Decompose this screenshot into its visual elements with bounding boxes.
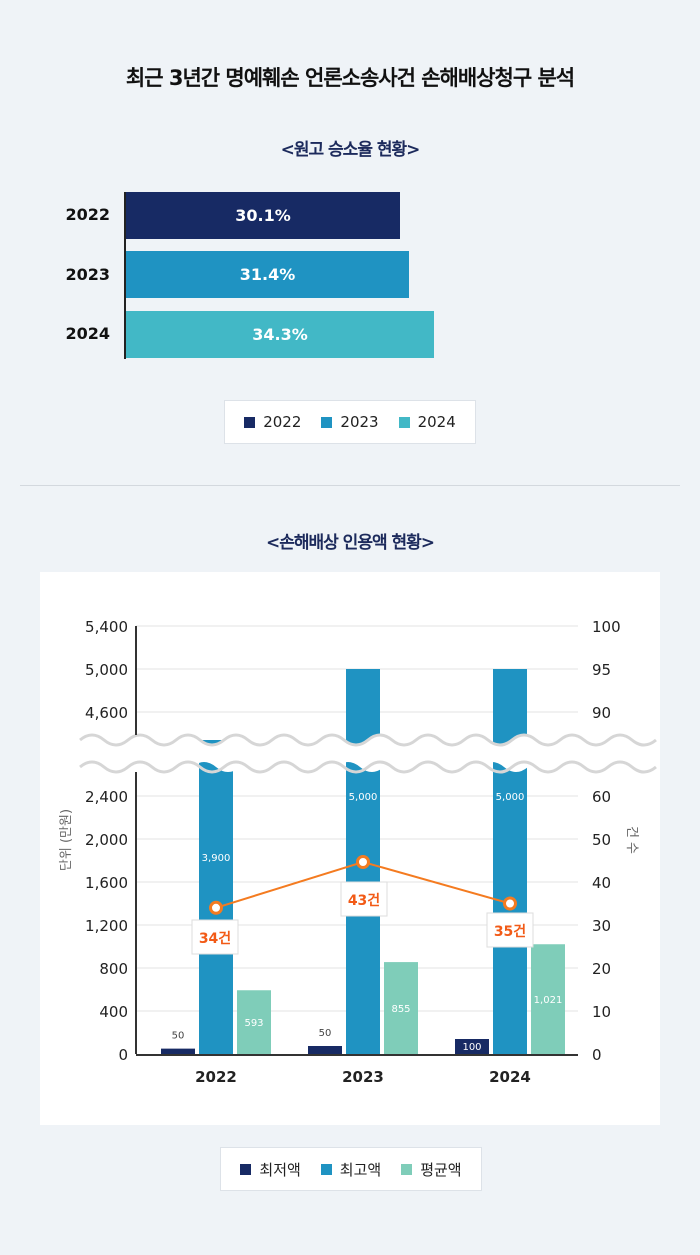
y2-tick-label: 40 — [592, 874, 611, 892]
damages-subtitle: <손해배상 인용액 현황> — [265, 533, 435, 553]
win-rate-subtitle: <원고 승소율 현황> — [280, 140, 421, 160]
x-tick-label: 2024 — [489, 1068, 531, 1086]
axis-break-wave — [79, 733, 657, 747]
count-point — [209, 900, 223, 915]
bar-value-label: 50 — [319, 1028, 332, 1039]
win-rate-axis — [124, 192, 126, 359]
bar-label: 30.1% — [235, 206, 291, 225]
y-tick-label: 400 — [99, 1003, 128, 1021]
bar-최저액 — [455, 1039, 489, 1054]
legend-label: 최고액 — [339, 1160, 382, 1179]
count-label: 34건 — [199, 930, 231, 947]
bar-value-label: 5,000 — [496, 792, 525, 803]
bar-value-label: 50 — [172, 1031, 185, 1042]
y-tick-label: 5,000 — [85, 661, 128, 679]
y2-tick-label: 100 — [592, 618, 621, 636]
win-rate-bar-2023: 31.4% — [126, 251, 409, 298]
y-tick-label: 0 — [118, 1046, 128, 1064]
y-tick-label: 1,200 — [85, 917, 128, 935]
bar-value-label: 5,000 — [349, 792, 378, 803]
legend-label: 2023 — [340, 413, 379, 431]
win-rate-bar-2024: 34.3% — [126, 311, 434, 358]
y-tick-label: 800 — [99, 960, 128, 978]
legend-swatch — [240, 1163, 252, 1175]
legend-item: 2022 — [244, 413, 301, 431]
legend-swatch — [398, 416, 410, 428]
y2-tick-label: 10 — [592, 1003, 611, 1021]
y-tick-label: 4,600 — [85, 704, 128, 722]
count-label: 43건 — [348, 892, 380, 909]
bar-평균액 — [531, 944, 565, 1054]
count-point — [503, 896, 517, 911]
y2-tick-label: 20 — [592, 960, 611, 978]
y2-tick-label: 60 — [592, 788, 611, 806]
legend-item: 최고액 — [320, 1159, 382, 1180]
bar-최저액 — [308, 1046, 342, 1054]
year-label: 2023 — [65, 265, 110, 284]
legend-swatch — [320, 1163, 332, 1175]
bar-최고액 — [199, 740, 233, 1054]
y2-tick-label: 95 — [592, 661, 611, 679]
legend-item: 최저액 — [240, 1159, 301, 1180]
y2-tick-label: 50 — [592, 831, 611, 849]
bar-value-label: 100 — [462, 1042, 481, 1053]
y2-axis-label: 건 수 — [624, 826, 639, 854]
y2-tick-label: 0 — [592, 1046, 602, 1064]
year-label: 2024 — [65, 324, 110, 343]
count-label: 35건 — [494, 923, 526, 940]
legend-item: 2024 — [398, 413, 456, 431]
win-rate-legend: 2022 2023 2024 — [224, 400, 476, 444]
y-tick-label: 5,400 — [85, 618, 128, 636]
bar-label: 31.4% — [239, 265, 296, 284]
count-label-box — [191, 919, 239, 955]
bar-최저액 — [161, 1048, 195, 1054]
y-tick-label: 2,000 — [85, 831, 128, 849]
bar-value-label: 3,900 — [202, 853, 231, 864]
bar-평균액 — [237, 990, 271, 1054]
bar-value-label: 1,021 — [534, 995, 563, 1006]
bar-평균액 — [384, 962, 418, 1054]
y-axis-label: 단위 (만원) — [59, 809, 74, 871]
legend-item: 2023 — [321, 413, 379, 431]
legend-label: 최저액 — [259, 1160, 301, 1179]
x-tick-label: 2022 — [195, 1068, 237, 1086]
year-label: 2022 — [65, 205, 110, 224]
y2-tick-label: 30 — [592, 917, 611, 935]
bar-label: 34.3% — [252, 325, 308, 344]
bar-value-label: 855 — [391, 1004, 410, 1015]
y-tick-label: 2,400 — [85, 788, 128, 806]
legend-swatch — [244, 416, 256, 428]
bar-최고액 — [493, 669, 527, 1054]
count-label-box — [340, 881, 388, 917]
legend-item: 평균액 — [401, 1159, 462, 1180]
axis-break-wave — [79, 760, 657, 774]
legend-label: 2024 — [417, 413, 456, 431]
bar-value-label: 593 — [244, 1018, 263, 1029]
count-point — [356, 855, 370, 869]
section-divider — [20, 485, 680, 486]
y2-tick-label: 90 — [592, 704, 611, 722]
count-label-box — [486, 912, 534, 948]
x-tick-label: 2023 — [342, 1068, 384, 1086]
axis-break-band — [48, 735, 656, 772]
damages-legend: 최저액 최고액 평균액 — [220, 1147, 482, 1191]
legend-label: 평균액 — [420, 1160, 462, 1179]
legend-swatch — [401, 1163, 413, 1175]
legend-swatch — [321, 416, 333, 428]
legend-label: 2022 — [263, 413, 302, 431]
page-title: 최근 3년간 명예훼손 언론소송사건 손해배상청구 분석 — [125, 66, 575, 90]
y-tick-label: 1,600 — [85, 874, 128, 892]
win-rate-bar-2022: 30.1% — [126, 192, 400, 239]
